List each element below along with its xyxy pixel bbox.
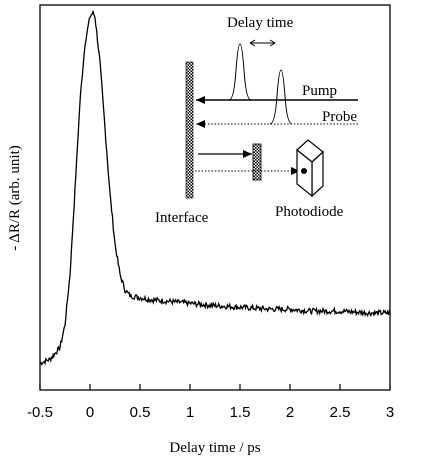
pump-pulse xyxy=(228,43,252,101)
photodiode-label: Photodiode xyxy=(275,204,344,220)
double-arrow-icon xyxy=(249,39,276,47)
x-tick-label: -0.5 xyxy=(27,404,53,421)
x-axis-label: Delay time / ps xyxy=(169,440,260,456)
x-tick-label: 2.5 xyxy=(330,404,351,421)
series-line xyxy=(39,10,391,366)
x-tick-label: 1.5 xyxy=(230,404,251,421)
interface-label: Interface xyxy=(155,210,209,226)
probe-pulse xyxy=(269,69,293,125)
interface-bar xyxy=(185,61,194,199)
photodiode-icon xyxy=(296,139,324,198)
delay-time-label: Delay time xyxy=(227,15,294,31)
x-tick-label: 3 xyxy=(386,404,394,421)
plot-frame xyxy=(39,4,391,391)
inset-schematic: Interface Delay time Pump Probe Photodio… xyxy=(155,15,358,226)
x-tick-label: 2 xyxy=(286,404,294,421)
x-axis-tick-labels: -0.5 0 0.5 1 1.5 2 2.5 3 xyxy=(27,404,394,421)
x-tick-label: 1 xyxy=(186,404,194,421)
y-axis-label: - ΔR/R (arb. unit) xyxy=(7,145,23,250)
x-tick-label: 0.5 xyxy=(130,404,151,421)
x-tick-label: 0 xyxy=(86,404,94,421)
probe-label: Probe xyxy=(322,109,357,125)
pump-label: Pump xyxy=(302,83,337,99)
filter xyxy=(252,143,262,181)
x-axis-ticks xyxy=(39,384,391,390)
